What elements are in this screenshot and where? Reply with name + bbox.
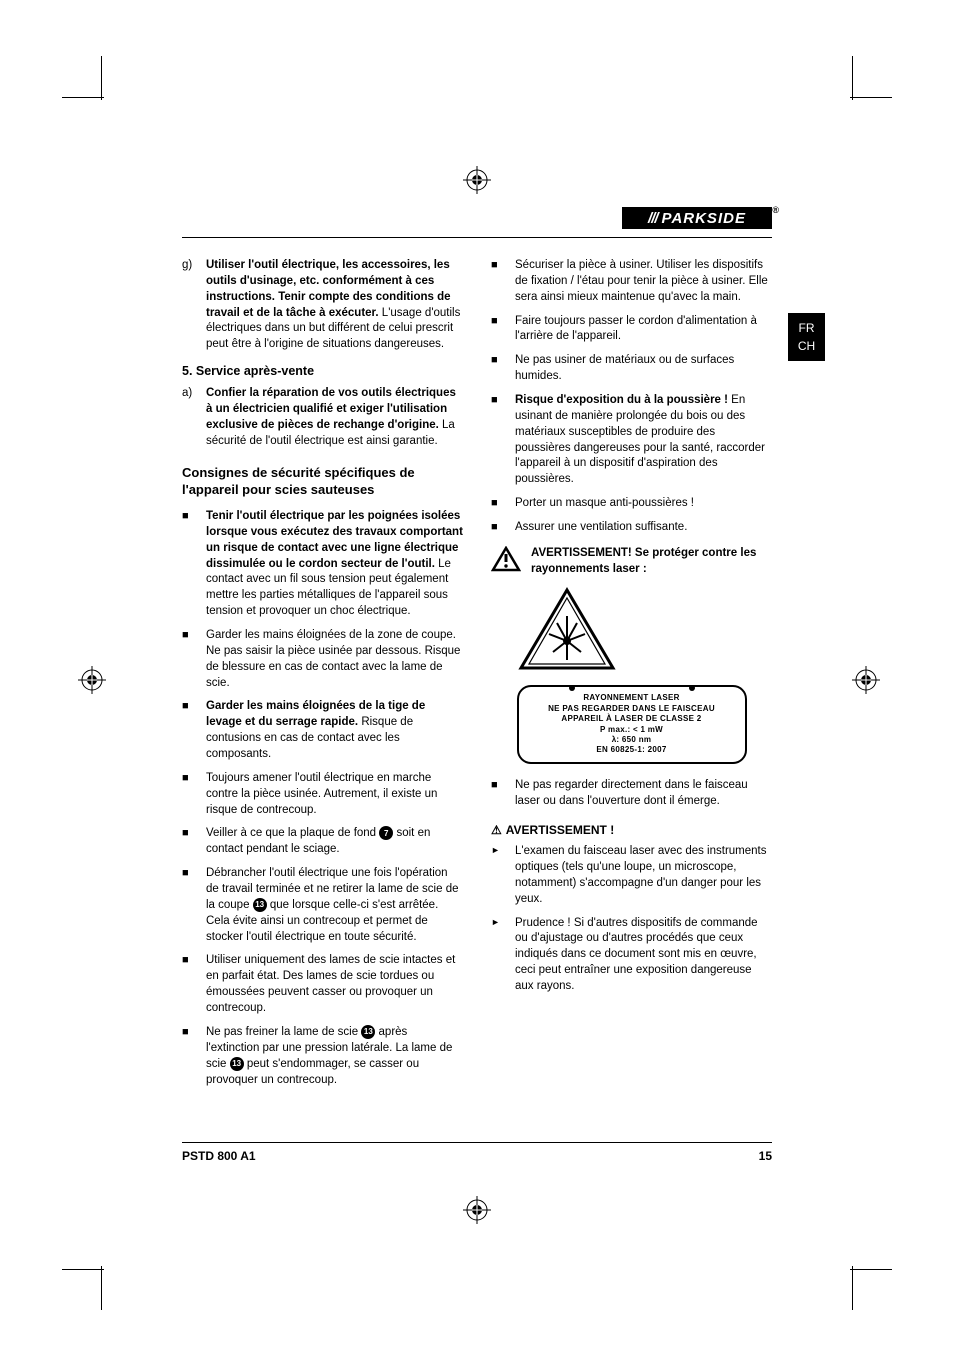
ref-13-icon: 13 bbox=[230, 1057, 244, 1071]
heading-service: 5. Service après-vente bbox=[182, 363, 463, 380]
language-tab: FR CH bbox=[788, 313, 825, 361]
brand-logo: PARKSIDE bbox=[622, 207, 772, 229]
crop-mark-icon bbox=[62, 1269, 104, 1270]
page-number: 15 bbox=[759, 1149, 772, 1163]
list-item: Ne pas freiner la lame de scie 13 après … bbox=[182, 1025, 463, 1089]
warning-laser: AVERTISSEMENT! Se protéger contre les ra… bbox=[491, 546, 772, 578]
ref-13-icon: 13 bbox=[253, 898, 267, 912]
list-item: Porter un masque anti-poussières ! bbox=[491, 496, 772, 512]
lang-fr: FR bbox=[799, 319, 815, 337]
registration-mark-bottom-icon bbox=[463, 1196, 491, 1224]
list-item: Tenir l'outil électrique par les poignée… bbox=[182, 509, 463, 620]
header-rule bbox=[182, 237, 772, 238]
list-item: Débrancher l'outil électrique une fois l… bbox=[182, 866, 463, 945]
registration-mark-top-icon bbox=[463, 166, 491, 194]
laser-label: RAYONNEMENT LASER NE PAS REGARDER DANS L… bbox=[517, 685, 747, 763]
lang-ch: CH bbox=[798, 337, 815, 355]
list-item: Faire toujours passer le cordon d'alimen… bbox=[491, 314, 772, 346]
registration-mark-right-icon bbox=[852, 666, 880, 694]
warning-heading: ⚠AVERTISSEMENT ! bbox=[491, 822, 772, 839]
list-item: Risque d'exposition du à la poussière ! … bbox=[491, 393, 772, 488]
ref-7-icon: 7 bbox=[379, 826, 393, 840]
list-item: Prudence ! Si d'autres dispositifs de co… bbox=[491, 916, 772, 995]
page-footer: PSTD 800 A1 15 bbox=[182, 1142, 772, 1163]
crop-mark-icon bbox=[852, 1266, 853, 1310]
list-item: Toujours amener l'outil électrique en ma… bbox=[182, 771, 463, 819]
crop-mark-icon bbox=[852, 56, 853, 100]
list-item: Garder les mains éloignées de la tige de… bbox=[182, 699, 463, 762]
list-item: Utiliser l'outil électrique, les accesso… bbox=[182, 258, 463, 353]
crop-mark-icon bbox=[101, 1266, 102, 1310]
laser-warning-figure: RAYONNEMENT LASER NE PAS REGARDER DANS L… bbox=[517, 586, 747, 764]
warning-triangle-icon bbox=[491, 546, 521, 572]
ref-13-icon: 13 bbox=[361, 1025, 375, 1039]
crop-mark-icon bbox=[850, 97, 892, 98]
warning-small-triangle-icon: ⚠ bbox=[491, 823, 502, 837]
list-item: Veiller à ce que la plaque de fond 7 soi… bbox=[182, 826, 463, 858]
body-text: Utiliser l'outil électrique, les accesso… bbox=[182, 258, 772, 1138]
list-item: Confier la réparation de vos outils élec… bbox=[182, 386, 463, 449]
model-number: PSTD 800 A1 bbox=[182, 1149, 256, 1163]
crop-mark-icon bbox=[850, 1269, 892, 1270]
list-item: Sécuriser la pièce à usiner. Utiliser le… bbox=[491, 258, 772, 306]
registration-mark-left-icon bbox=[78, 666, 106, 694]
crop-mark-icon bbox=[101, 56, 102, 100]
list-item: L'examen du faisceau laser avec des inst… bbox=[491, 844, 772, 907]
heading-consignes: Consignes de sécurité spécifiques de l'a… bbox=[182, 464, 463, 499]
list-item: Assurer une ventilation suffisante. bbox=[491, 520, 772, 536]
list-item: Garder les mains éloignées de la zone de… bbox=[182, 628, 463, 691]
list-item: Ne pas usiner de matériaux ou de surface… bbox=[491, 353, 772, 385]
list-item: Utiliser uniquement des lames de scie in… bbox=[182, 953, 463, 1016]
laser-radiation-triangle-icon bbox=[517, 586, 617, 672]
crop-mark-icon bbox=[62, 97, 104, 98]
list-item: Ne pas regarder directement dans le fais… bbox=[491, 778, 772, 810]
